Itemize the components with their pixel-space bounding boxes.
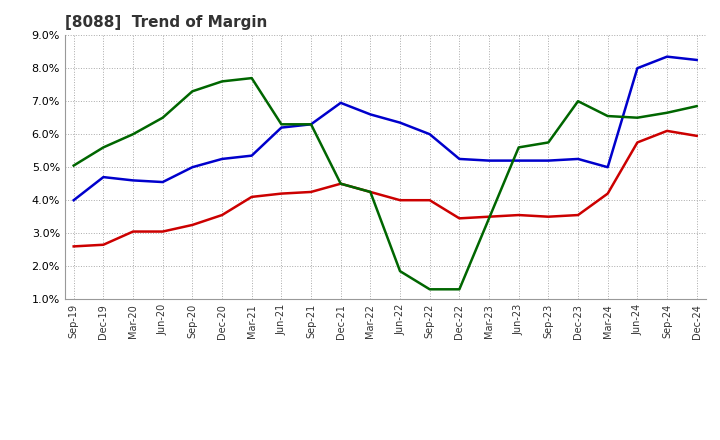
Operating Cashflow bbox=[514, 145, 523, 150]
Operating Cashflow bbox=[455, 287, 464, 292]
Net Income bbox=[217, 213, 226, 218]
Operating Cashflow bbox=[426, 287, 434, 292]
Ordinary Income bbox=[307, 121, 315, 127]
Operating Cashflow bbox=[603, 114, 612, 119]
Line: Net Income: Net Income bbox=[73, 131, 697, 246]
Operating Cashflow bbox=[485, 216, 493, 221]
Operating Cashflow bbox=[277, 121, 286, 127]
Operating Cashflow bbox=[693, 103, 701, 109]
Operating Cashflow bbox=[662, 110, 671, 115]
Net Income bbox=[336, 181, 345, 187]
Ordinary Income bbox=[662, 54, 671, 59]
Net Income bbox=[277, 191, 286, 196]
Net Income bbox=[603, 191, 612, 196]
Operating Cashflow bbox=[336, 181, 345, 187]
Net Income bbox=[158, 229, 167, 234]
Ordinary Income bbox=[248, 153, 256, 158]
Operating Cashflow bbox=[217, 79, 226, 84]
Ordinary Income bbox=[574, 156, 582, 161]
Ordinary Income bbox=[158, 180, 167, 185]
Net Income bbox=[574, 213, 582, 218]
Ordinary Income bbox=[277, 125, 286, 130]
Net Income bbox=[485, 214, 493, 220]
Net Income bbox=[544, 214, 553, 220]
Net Income bbox=[662, 128, 671, 134]
Ordinary Income bbox=[99, 174, 108, 180]
Net Income bbox=[693, 133, 701, 139]
Operating Cashflow bbox=[366, 189, 374, 194]
Ordinary Income bbox=[217, 156, 226, 161]
Line: Ordinary Income: Ordinary Income bbox=[73, 57, 697, 200]
Operating Cashflow bbox=[129, 132, 138, 137]
Operating Cashflow bbox=[69, 163, 78, 168]
Line: Operating Cashflow: Operating Cashflow bbox=[73, 78, 697, 290]
Ordinary Income bbox=[426, 132, 434, 137]
Net Income bbox=[188, 222, 197, 227]
Operating Cashflow bbox=[574, 99, 582, 104]
Net Income bbox=[426, 198, 434, 203]
Ordinary Income bbox=[396, 120, 405, 125]
Net Income bbox=[248, 194, 256, 200]
Operating Cashflow bbox=[158, 115, 167, 120]
Operating Cashflow bbox=[307, 121, 315, 127]
Net Income bbox=[99, 242, 108, 247]
Operating Cashflow bbox=[396, 268, 405, 274]
Ordinary Income bbox=[129, 178, 138, 183]
Ordinary Income bbox=[69, 198, 78, 203]
Operating Cashflow bbox=[544, 140, 553, 145]
Ordinary Income bbox=[366, 112, 374, 117]
Net Income bbox=[514, 213, 523, 218]
Ordinary Income bbox=[544, 158, 553, 163]
Ordinary Income bbox=[633, 66, 642, 71]
Net Income bbox=[69, 244, 78, 249]
Net Income bbox=[307, 189, 315, 194]
Ordinary Income bbox=[485, 158, 493, 163]
Operating Cashflow bbox=[99, 145, 108, 150]
Net Income bbox=[366, 189, 374, 194]
Net Income bbox=[396, 198, 405, 203]
Ordinary Income bbox=[455, 156, 464, 161]
Net Income bbox=[633, 140, 642, 145]
Operating Cashflow bbox=[188, 88, 197, 94]
Ordinary Income bbox=[603, 165, 612, 170]
Net Income bbox=[129, 229, 138, 234]
Ordinary Income bbox=[514, 158, 523, 163]
Ordinary Income bbox=[693, 57, 701, 62]
Operating Cashflow bbox=[248, 75, 256, 81]
Ordinary Income bbox=[188, 165, 197, 170]
Net Income bbox=[455, 216, 464, 221]
Text: [8088]  Trend of Margin: [8088] Trend of Margin bbox=[65, 15, 267, 30]
Operating Cashflow bbox=[633, 115, 642, 120]
Ordinary Income bbox=[336, 100, 345, 106]
